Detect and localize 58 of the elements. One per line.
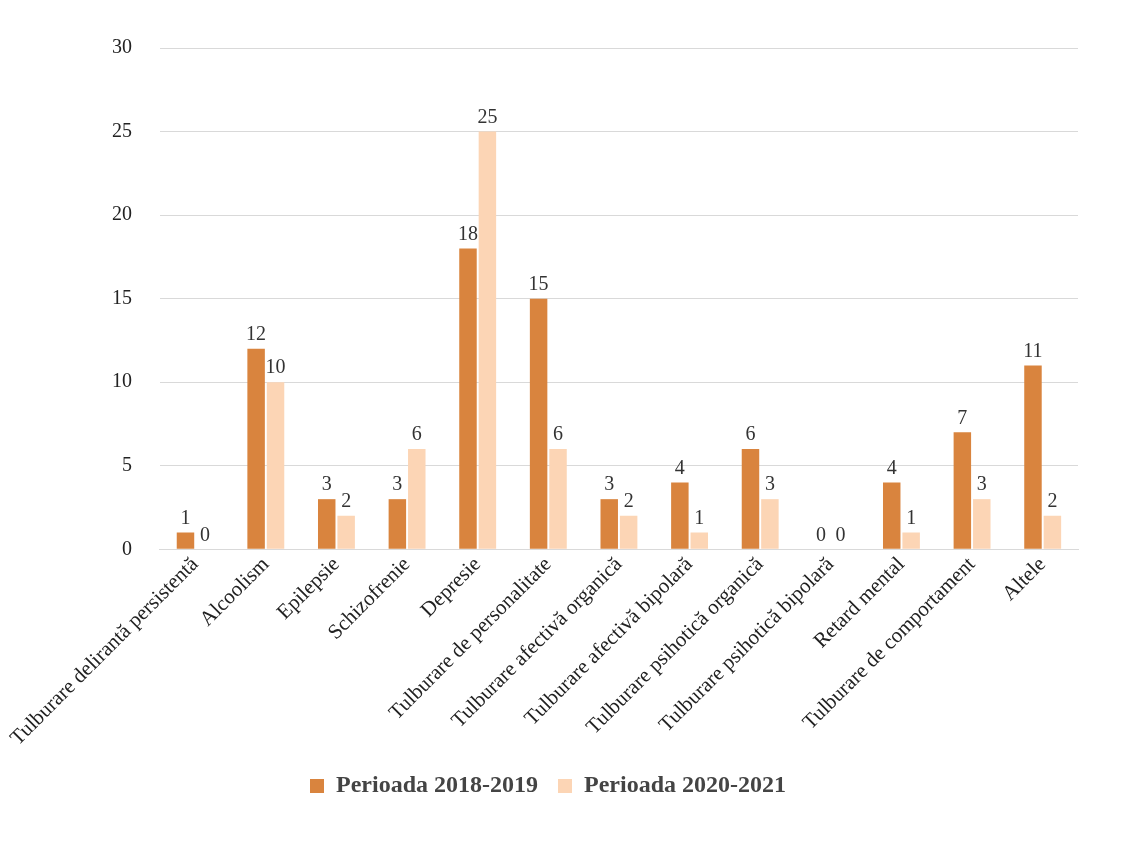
- data-label: 1: [694, 505, 705, 528]
- bar: [600, 499, 618, 549]
- data-label: 3: [764, 472, 775, 495]
- data-label: 10: [265, 355, 286, 378]
- data-label: 3: [604, 472, 615, 495]
- y-tick-label: 25: [111, 118, 132, 141]
- data-label: 3: [976, 472, 987, 495]
- bar: [176, 532, 195, 549]
- bar: [317, 499, 336, 549]
- data-label: 2: [623, 489, 634, 512]
- bar: [619, 515, 638, 549]
- data-label: 18: [457, 221, 478, 244]
- data-label: 4: [674, 455, 685, 478]
- bar: [973, 499, 991, 549]
- data-label: 2: [341, 489, 352, 512]
- bar: [1024, 365, 1042, 549]
- bar: [902, 532, 920, 549]
- y-tick-label: 5: [121, 452, 132, 475]
- y-tick-label: 10: [111, 369, 132, 392]
- data-label: 4: [886, 455, 897, 478]
- bar: [671, 482, 689, 549]
- bar: [478, 131, 497, 549]
- bar: [953, 432, 972, 549]
- data-label: 0: [835, 522, 846, 545]
- data-label: 6: [411, 422, 422, 445]
- data-label: 2: [1047, 489, 1058, 512]
- y-tick-label: 20: [111, 202, 132, 225]
- data-label: 1: [906, 505, 917, 528]
- data-label: 0: [199, 522, 210, 545]
- data-label: 0: [816, 522, 827, 545]
- bar: [408, 449, 426, 549]
- bar: [690, 532, 709, 549]
- data-label: 3: [392, 472, 403, 495]
- bar: [459, 248, 477, 549]
- bar: [266, 382, 285, 549]
- data-label: 12: [246, 322, 267, 345]
- bar: [549, 449, 567, 549]
- y-tick-label: 0: [121, 536, 132, 559]
- bar: [1043, 515, 1062, 549]
- bar: [761, 499, 779, 549]
- bar: [882, 482, 901, 549]
- bar: [337, 515, 355, 549]
- y-tick-label: 15: [111, 285, 132, 308]
- y-tick-label: 30: [111, 35, 132, 58]
- legend-label: Perioada 2018-2019: [336, 771, 539, 798]
- data-label: 25: [477, 104, 498, 127]
- bar: [741, 449, 760, 549]
- data-label: 3: [321, 472, 332, 495]
- bar: [388, 499, 407, 549]
- data-label: 1: [180, 505, 191, 528]
- data-label: 6: [745, 422, 756, 445]
- data-label: 7: [957, 405, 968, 428]
- bar: [247, 348, 265, 549]
- data-label: 15: [528, 271, 549, 294]
- data-label: 6: [553, 422, 564, 445]
- bar: [529, 298, 548, 549]
- legend-label: Perioada 2020-2021: [584, 771, 786, 798]
- data-label: 11: [1023, 338, 1043, 361]
